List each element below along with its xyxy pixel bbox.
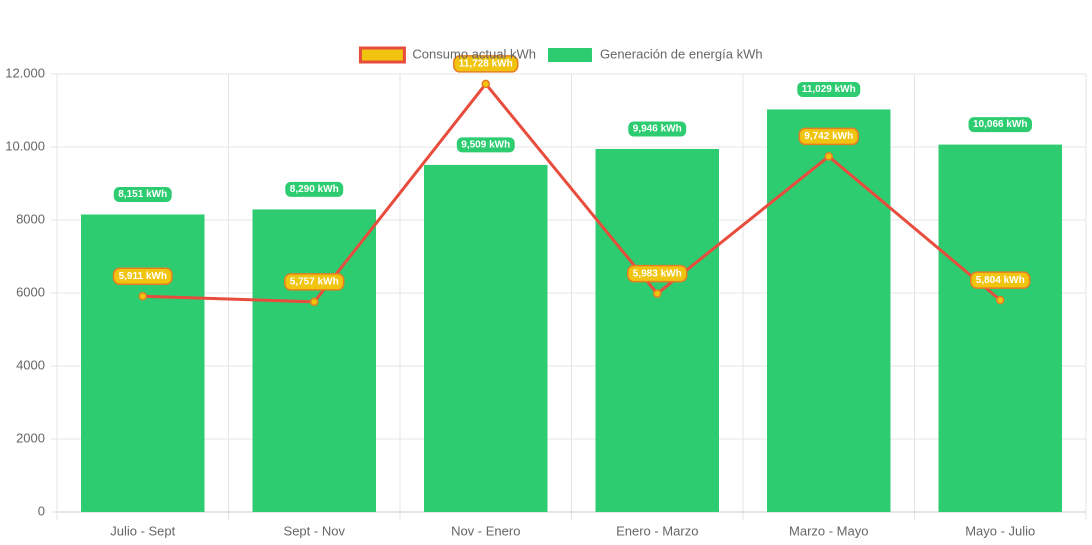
bar (938, 144, 1062, 512)
value-label-bg (284, 273, 345, 291)
legend-swatch (547, 48, 592, 62)
value-label-text: 9,946 kWh (633, 124, 682, 135)
x-tick-label: Mayo - Julio (965, 523, 1035, 538)
legend-item: Generación de energía kWh (547, 46, 763, 62)
lines (138, 79, 1005, 307)
point (481, 79, 490, 89)
y-tick-label: 0 (38, 503, 45, 518)
point (824, 152, 833, 161)
y-tick-label: 2000 (16, 430, 45, 445)
value-label-text: 5,911 kWh (119, 271, 167, 282)
legend-label: Consumo actual kWh (412, 46, 536, 61)
value-label-bg (796, 80, 862, 98)
x-tick-label: Marzo - Mayo (789, 523, 868, 538)
value-label-text: 5,757 kWh (290, 277, 339, 288)
value-label-text: 10,066 kWh (973, 119, 1027, 130)
y-tick-label: 8000 (16, 211, 45, 226)
value-label: 5,911 kWh (112, 267, 173, 285)
value-label-bg (627, 120, 688, 138)
bar (595, 148, 719, 512)
value-label: 9,509 kWh (455, 136, 516, 154)
value-label-text: 9,742 kWh (804, 131, 853, 142)
point (996, 295, 1005, 305)
value-label-text: 8,151 kWh (118, 189, 167, 200)
value-label-bg (112, 185, 173, 203)
y-tick-label: 10.000 (5, 138, 45, 153)
value-label: 11,728 kWh (453, 55, 519, 73)
value-label: 5,757 kWh (284, 273, 345, 291)
x-tick-label: Julio - Sept (110, 523, 175, 538)
value-label-text: 5,804 kWh (976, 275, 1025, 286)
value-label-bg (967, 116, 1033, 134)
value-label-text: 11,728 kWh (459, 59, 513, 70)
value-label-bg (112, 267, 173, 285)
value-label: 8,290 kWh (284, 180, 345, 198)
value-label: 8,151 kWh (112, 185, 173, 203)
value-label: 5,804 kWh (970, 271, 1031, 289)
legend-swatch (358, 46, 406, 64)
grid: 0 2000 4000 6000 8000 10.000 12.000 Julio - Sep… (5, 65, 1087, 538)
value-label-bg (627, 264, 688, 283)
value-label-bg (284, 180, 345, 198)
value-label-text: 9,509 kWh (461, 140, 510, 151)
bar (424, 164, 548, 512)
value-label: 9,742 kWh (798, 127, 859, 146)
point (310, 297, 319, 307)
bar (252, 209, 376, 513)
value-label: 11,029 kWh (796, 80, 862, 98)
labels: 8,151 kWh 8,290 kWh 9,509 kWh 9,946 kWh 11,0… (112, 55, 1033, 291)
value-label-bg (455, 136, 516, 154)
x-tick-label: Enero - Marzo (616, 523, 698, 538)
x-tick-label: Nov - Enero (451, 523, 520, 538)
legend-item: Consumo actual kWh (358, 46, 536, 64)
point (653, 289, 662, 298)
bar (81, 214, 205, 512)
legend: Consumo actual kWh Generación de energía … (358, 46, 763, 64)
legend-label: Generación de energía kWh (600, 46, 763, 61)
point (138, 291, 147, 301)
value-label-text: 11,029 kWh (802, 84, 856, 95)
value-label: 9,946 kWh (627, 120, 688, 138)
line (142, 81, 1002, 304)
y-tick-label: 12.000 (5, 65, 45, 80)
value-label: 10,066 kWh (967, 116, 1033, 134)
value-label-bg (798, 127, 859, 146)
bars (81, 109, 1062, 513)
bar (767, 109, 891, 512)
x-tick-label: Sept - Nov (284, 523, 346, 538)
value-label-text: 5,983 kWh (633, 268, 682, 279)
value-label-text: 8,290 kWh (290, 184, 339, 195)
value-label-bg (970, 271, 1031, 289)
value-label: 5,983 kWh (627, 264, 688, 283)
value-label-bg (453, 55, 519, 73)
y-tick-label: 6000 (16, 284, 45, 299)
y-tick-label: 4000 (16, 357, 45, 372)
